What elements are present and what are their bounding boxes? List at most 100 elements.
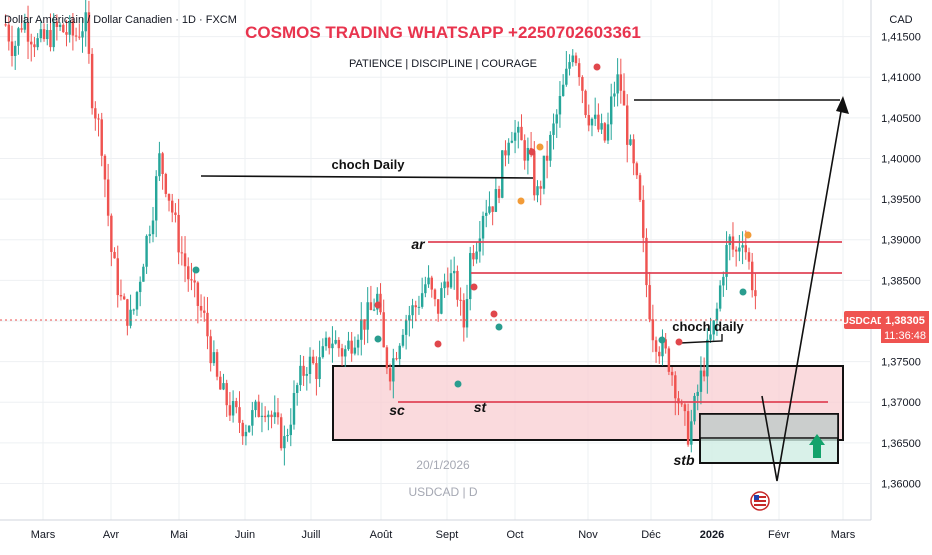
candle-body <box>593 114 597 119</box>
time-tick-label: 2026 <box>700 529 724 541</box>
signal-dot-red <box>593 63 601 71</box>
current-price-tag[interactable]: USDCAD 1,38305 11:36:48 <box>842 311 929 343</box>
candle-body <box>20 28 23 30</box>
candle-body <box>539 186 542 189</box>
signal-dot-red <box>528 148 536 156</box>
choch-daily-small-line[interactable] <box>679 334 723 344</box>
candle-body <box>193 280 196 283</box>
candle-body <box>350 340 353 354</box>
candle-body <box>513 132 517 141</box>
candle-body <box>279 417 283 449</box>
candle-body <box>360 319 363 340</box>
candle-body <box>728 236 731 246</box>
accumulation-zone[interactable] <box>332 365 844 441</box>
candle-body <box>331 343 334 349</box>
time-tick-label: Mai <box>170 529 188 541</box>
candle-body <box>276 412 280 418</box>
candle-body <box>90 53 94 109</box>
time-tick-label: Août <box>370 529 393 541</box>
candle-body <box>340 348 344 357</box>
candle-body <box>443 281 446 289</box>
price-tick-label: 1,36000 <box>881 478 921 490</box>
candle-body <box>725 245 728 277</box>
time-tick-label: Sept <box>436 529 459 541</box>
candle-body <box>62 24 65 33</box>
candles[interactable] <box>4 0 757 466</box>
projection-path[interactable] <box>761 99 844 482</box>
candle-body <box>661 339 664 357</box>
candle-body <box>212 352 216 364</box>
candle-body <box>209 336 212 364</box>
candle-body <box>148 234 152 236</box>
candle-body <box>750 261 754 291</box>
candle-body <box>648 285 651 320</box>
price-tick-label: 1,37000 <box>881 397 921 409</box>
us-flag-event-icon[interactable] <box>750 491 770 511</box>
candle-body <box>475 251 478 260</box>
signal-dot-teal <box>739 288 747 296</box>
candle-body <box>696 391 699 396</box>
candle-body <box>542 155 546 189</box>
candle-body <box>292 392 296 425</box>
candle-body <box>449 273 453 288</box>
symbol-title[interactable]: Dollar Américain / Dollar Canadien · 1D … <box>4 14 237 26</box>
candle-body <box>328 337 331 349</box>
candle-body <box>523 140 526 161</box>
time-axis[interactable]: Mars Avr Mai Juin Juill Août Sept Oct Nov Déc 2026… <box>0 519 932 550</box>
candle-body <box>58 24 62 27</box>
candle-body <box>116 258 119 296</box>
candle-body <box>465 299 469 328</box>
candle-body <box>526 147 530 161</box>
candle-body <box>138 281 142 293</box>
drawings[interactable] <box>200 96 849 482</box>
signal-dot-orange <box>536 143 544 151</box>
candle-body <box>693 395 696 422</box>
time-tick-label: Févr <box>768 529 790 541</box>
choch-daily-line[interactable] <box>200 175 534 179</box>
candle-body <box>286 435 289 437</box>
candle-body <box>613 93 616 97</box>
candle-body <box>55 21 59 27</box>
price-axis[interactable]: CAD 1,360001,365001,370001,375001,380001… <box>870 0 932 520</box>
candle-body <box>590 118 594 126</box>
candle-body <box>398 345 401 360</box>
banner-title: COSMOS TRADING WHATSAPP +2250702603361 <box>245 23 641 42</box>
candle-body <box>142 266 145 282</box>
signal-dot-teal <box>454 380 462 388</box>
candle-body <box>584 90 587 116</box>
candle-body <box>747 252 751 262</box>
currency-label[interactable]: CAD <box>889 14 912 26</box>
candle-body <box>87 12 91 54</box>
candle-body <box>446 281 450 288</box>
candle-body <box>174 212 177 215</box>
price-tick-label: 1,36500 <box>881 438 921 450</box>
candle-body <box>324 337 328 347</box>
candle-body <box>616 74 619 94</box>
candle-body <box>517 126 520 133</box>
candle-body <box>251 410 254 426</box>
candle-body <box>321 346 325 358</box>
candle-body <box>430 277 433 290</box>
candle-body <box>491 206 494 212</box>
candle-body <box>702 370 706 377</box>
candle-body <box>741 245 744 248</box>
candle-body <box>273 412 276 418</box>
candle-body <box>10 41 14 56</box>
candle-body <box>574 55 578 64</box>
candle-body <box>427 277 430 285</box>
candle-body <box>244 431 248 437</box>
signal-dot-teal <box>495 323 503 331</box>
choch-daily-label: choch Daily <box>332 157 406 172</box>
candle-body <box>231 401 235 416</box>
candle-body <box>436 299 440 314</box>
candle-body <box>722 276 725 286</box>
candle-body <box>420 293 424 307</box>
price-tick-label: 1,40000 <box>881 153 921 165</box>
candle-body <box>33 44 36 48</box>
time-tick-label: Oct <box>506 529 523 541</box>
candle-body <box>42 29 46 40</box>
candle-body <box>122 296 126 300</box>
price-tag-symbol: USDCAD <box>842 316 885 327</box>
